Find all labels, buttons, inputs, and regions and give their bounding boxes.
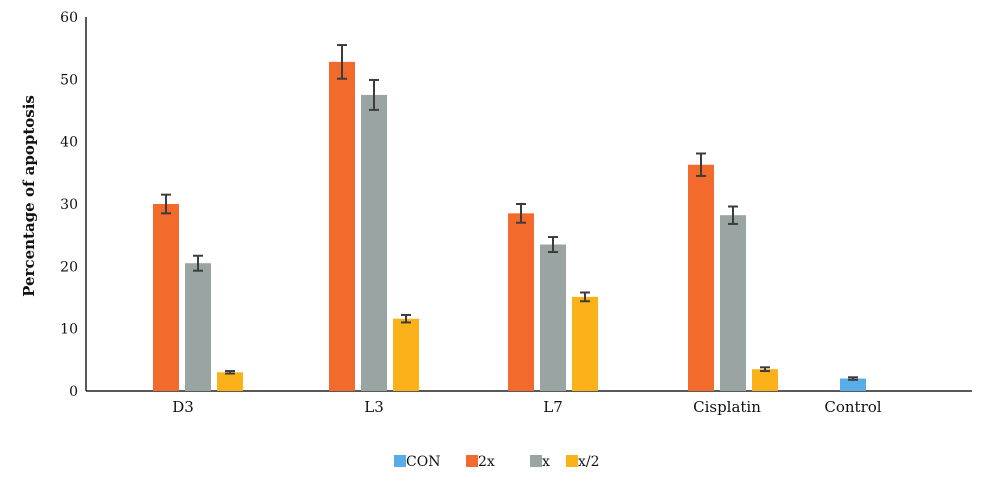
bar-cisplatin-x-2 [752,369,778,391]
bar-d3-2x [153,204,179,391]
legend: CON 2x x x/2 [394,454,600,470]
y-tick-label: 10 [60,322,78,338]
legend-label: CON [406,454,440,470]
y-tick-label: 40 [60,135,78,151]
bar-l3-x-2 [393,318,419,391]
legend-label: x/2 [578,454,600,470]
bar-l3-x [361,94,387,392]
x-tick-label: Control [824,398,881,416]
bar-cisplatin-2x [688,164,714,391]
legend-label: 2x [478,454,495,470]
y-tick-label: 0 [69,384,78,400]
bar-d3-x-2 [217,372,243,391]
y-tick-label: 30 [60,197,78,213]
y-axis-title: Percentage of apoptosis [20,95,38,297]
y-tick-label: 50 [60,72,78,88]
x-tick-label: Cisplatin [693,398,761,416]
plot-area: 0 10 20 30 40 50 60 D3 L3 L7 Cisplatin Control [60,10,972,416]
y-tick-label: 20 [60,259,78,275]
bar-control-con [840,378,866,391]
bar-d3-x [185,263,211,391]
legend-swatch [566,455,578,467]
legend-swatch [394,455,406,467]
bar-l7-2x [508,213,534,391]
bar-l3-2x [329,61,355,391]
bar-cisplatin-x [720,215,746,391]
legend-label: x [542,454,550,470]
bar-l7-x-2 [572,296,598,391]
x-tick-label: L3 [364,398,384,416]
bar-l7-x [540,244,566,391]
x-tick-label: L7 [543,398,563,416]
legend-swatch [466,455,478,467]
legend-swatch [530,455,542,467]
x-tick-label: D3 [172,398,194,416]
y-tick-label: 60 [60,10,78,26]
